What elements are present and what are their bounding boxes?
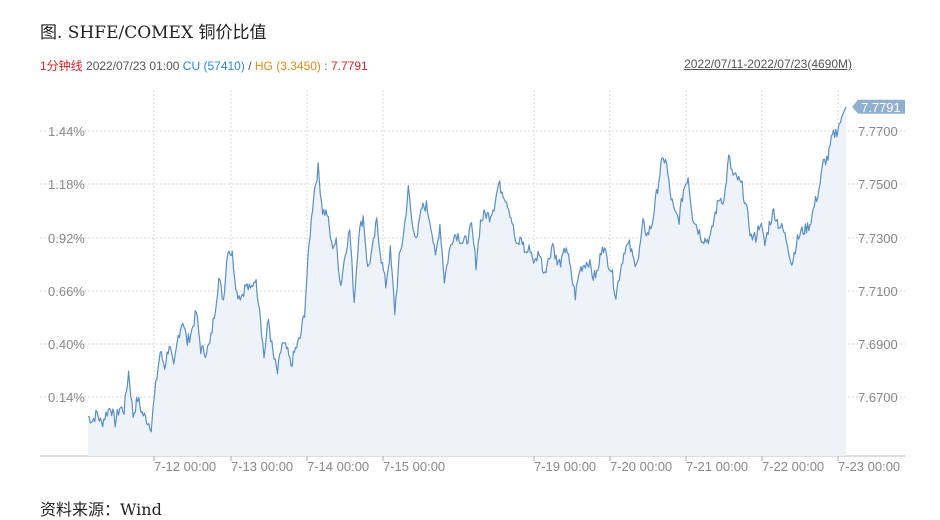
x-tick-label: 7-19 00:00 (534, 459, 596, 474)
x-tick-label: 7-14 00:00 (307, 459, 369, 474)
right-tick-label: 7.7300 (858, 231, 898, 246)
ratio-value: 7.7791 (330, 59, 368, 73)
x-tick-label: 7-12 00:00 (154, 459, 216, 474)
x-tick-label: 7-21 00:00 (686, 459, 748, 474)
x-tick-label: 7-13 00:00 (231, 459, 293, 474)
right-tick-label: 7.6900 (858, 337, 898, 352)
series-area (88, 106, 846, 457)
x-tick-label: 7-22 00:00 (762, 459, 824, 474)
x-tick-label: 7-15 00:00 (383, 459, 445, 474)
x-tick-label: 7-23 00:00 (838, 459, 900, 474)
right-tick-label: 7.7100 (858, 284, 898, 299)
chart-title: 图. SHFE/COMEX 铜价比值 (40, 23, 267, 43)
last-value-label: 7.7791 (861, 100, 901, 115)
left-tick-label: 1.18% (48, 177, 85, 192)
datetime-label: 2022/07/23 01:00 (86, 59, 180, 73)
hg-label: HG (254, 59, 273, 73)
interval-label: 1分钟线 (40, 59, 83, 73)
left-tick-label: 0.40% (48, 337, 85, 352)
last-value-tag (852, 99, 905, 114)
left-tick-label: 0.66% (48, 284, 85, 299)
date-range-link[interactable]: 2022/07/11-2022/07/23(4690M) (684, 57, 852, 71)
left-tick-label: 1.44% (48, 124, 85, 139)
right-tick-label: 7.7500 (858, 177, 898, 192)
cu-value: (57410) (203, 59, 245, 73)
data-source: 资料来源：Wind (40, 500, 162, 519)
chart-subtitle: 1分钟线 2022/07/23 01:00 CU (57410) / HG (3… (40, 57, 368, 74)
left-tick-label: 0.92% (48, 231, 85, 246)
right-tick-label: 7.6700 (858, 390, 898, 405)
x-tick-label: 7-20 00:00 (610, 459, 672, 474)
left-tick-label: 0.14% (48, 390, 85, 405)
right-tick-label: 7.7700 (858, 124, 898, 139)
hg-value: (3.3450) (276, 59, 321, 73)
separator-colon: : (324, 59, 328, 73)
cu-label: CU (182, 59, 201, 73)
separator-slash: / (248, 59, 252, 73)
series-line (87, 106, 847, 433)
